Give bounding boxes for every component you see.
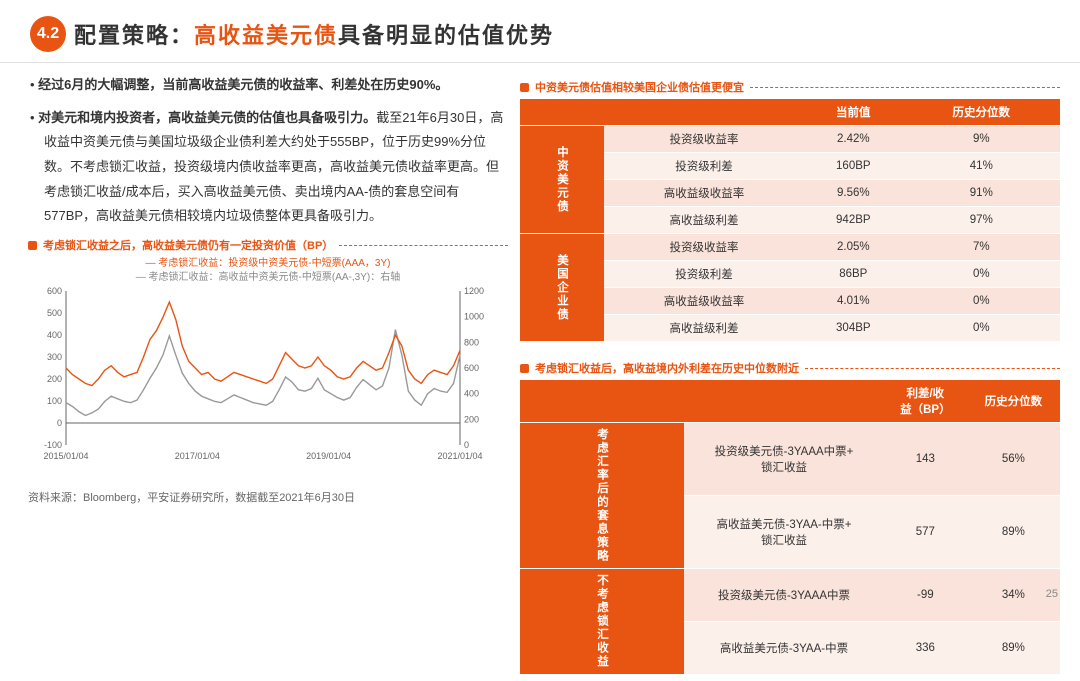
- svg-text:500: 500: [47, 308, 62, 318]
- svg-text:0: 0: [464, 440, 469, 450]
- line-chart: 6005004003002001000-10012001000800600400…: [28, 285, 498, 485]
- section-badge: 4.2: [30, 16, 66, 52]
- svg-text:2015/01/04: 2015/01/04: [43, 451, 88, 461]
- svg-text:300: 300: [47, 352, 62, 362]
- slide-title: 配置策略：高收益美元债具备明显的估值优势: [74, 18, 554, 50]
- svg-text:1000: 1000: [464, 312, 484, 322]
- page-number: 25: [1046, 588, 1058, 600]
- svg-text:2021/01/04: 2021/01/04: [437, 451, 482, 461]
- left-column: • 经过6月的大幅调整，当前高收益美元债的收益率、利差处在历史90%。 • 对美元…: [28, 73, 508, 675]
- svg-text:1200: 1200: [464, 286, 484, 296]
- source-note: 资料来源：Bloomberg，平安证券研究所，数据截至2021年6月30日: [28, 489, 508, 505]
- right-column: 中资美元债估值相较美国企业债估值更便宜 当前值历史分位数中资美元债投资级收益率2…: [520, 73, 1060, 675]
- slide-header: 4.2 配置策略：高收益美元债具备明显的估值优势: [0, 0, 1080, 63]
- svg-text:0: 0: [57, 418, 62, 428]
- table-spread: 利差/收益（BP）历史分位数考虑汇率后的套息策略投资级美元债-3YAAA中票+锁…: [520, 380, 1060, 675]
- bullet-list: • 经过6月的大幅调整，当前高收益美元债的收益率、利差处在历史90%。 • 对美元…: [28, 73, 508, 229]
- svg-text:2019/01/04: 2019/01/04: [306, 451, 351, 461]
- svg-text:600: 600: [464, 363, 479, 373]
- svg-text:200: 200: [464, 414, 479, 424]
- chart-legend: — 考虑锁汇收益：投资级中资美元债-中短票(AAA，3Y) — 考虑锁汇收益：高…: [28, 257, 508, 285]
- svg-text:100: 100: [47, 396, 62, 406]
- chart-caption: 考虑锁汇收益之后，高收益美元债仍有一定投资价值（BP）: [28, 237, 508, 253]
- svg-text:600: 600: [47, 286, 62, 296]
- svg-text:200: 200: [47, 374, 62, 384]
- svg-text:400: 400: [47, 330, 62, 340]
- table-valuation: 当前值历史分位数中资美元债投资级收益率2.42%9%投资级利差160BP41%高…: [520, 99, 1060, 342]
- table2-caption: 考虑锁汇收益后，高收益境内外利差在历史中位数附近: [520, 360, 1060, 376]
- bullet-item: • 对美元和境内投资者，高收益美元债的估值也具备吸引力。截至21年6月30日，高…: [28, 106, 508, 229]
- svg-text:400: 400: [464, 389, 479, 399]
- bullet-item: • 经过6月的大幅调整，当前高收益美元债的收益率、利差处在历史90%。: [28, 73, 508, 98]
- table1-caption: 中资美元债估值相较美国企业债估值更便宜: [520, 79, 1060, 95]
- svg-text:-100: -100: [44, 440, 62, 450]
- svg-text:800: 800: [464, 337, 479, 347]
- svg-text:2017/01/04: 2017/01/04: [175, 451, 220, 461]
